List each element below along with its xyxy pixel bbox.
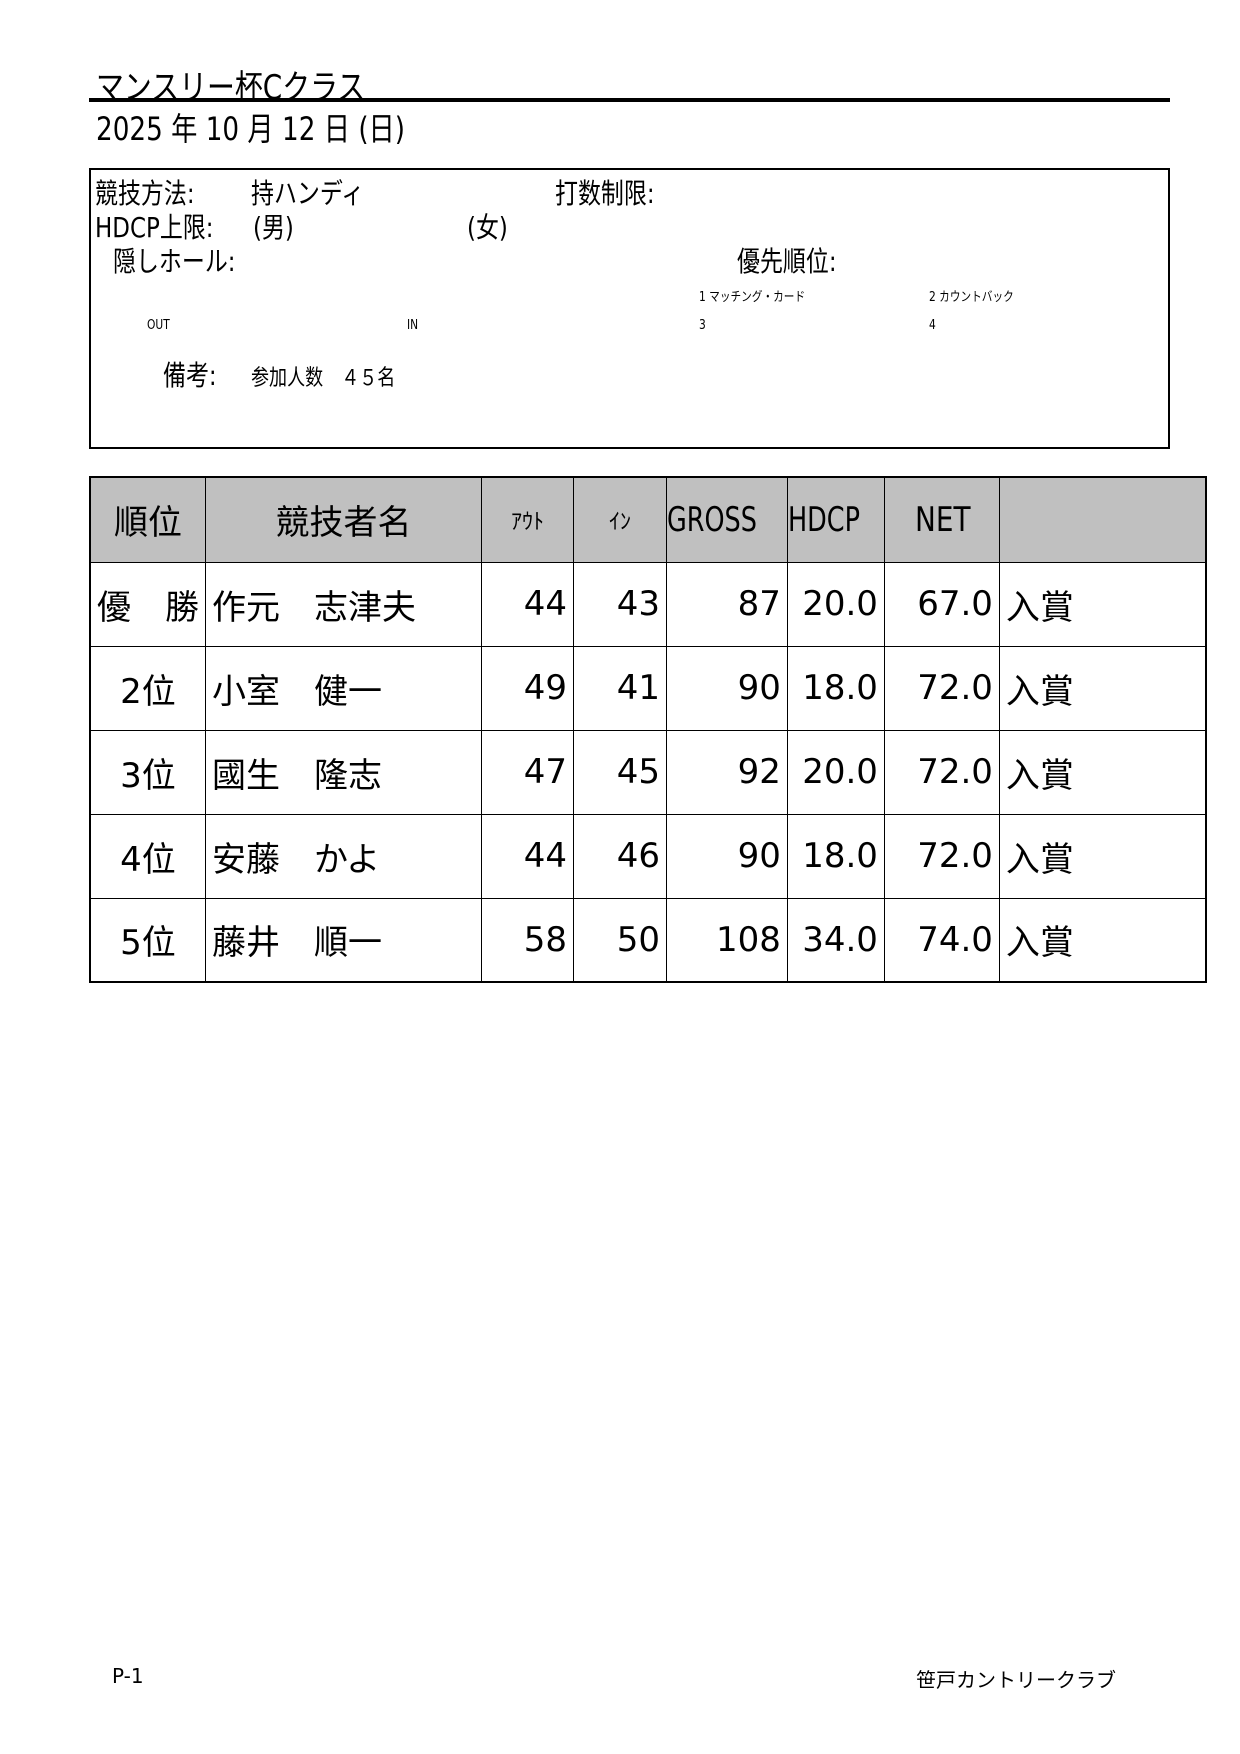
out-cell: 49: [481, 645, 574, 731]
event-date: 2025 年 10 月 12 日 (日): [96, 110, 406, 148]
net-cell: 67.0: [883, 561, 1000, 647]
priority-4: 4: [929, 318, 936, 333]
name-cell: 國生 隆志: [205, 729, 482, 815]
hdcp-label: HDCP上限:: [95, 211, 214, 244]
remarks-label: 備考:: [163, 359, 217, 392]
table-row: 優 勝作元 志津夫 44 43 87 20.0 67.0 入賞: [89, 561, 1207, 647]
net-cell: 74.0: [883, 897, 1000, 983]
hdcp-cell: 18.0: [786, 813, 885, 899]
in-cell: 41: [573, 645, 667, 731]
method-label: 競技方法:: [95, 177, 195, 210]
header-note: [998, 476, 1207, 563]
net-cell: 72.0: [883, 645, 1000, 731]
in-cell: 43: [573, 561, 667, 647]
hdcp-male: (男): [253, 211, 294, 244]
rank-cell: 3位: [89, 729, 206, 815]
header-out: ｱｳﾄ: [481, 476, 574, 563]
priority-2: 2 カウントバック: [929, 290, 1014, 305]
name-cell: 藤井 順一: [205, 897, 482, 983]
hdcp-cell: 34.0: [786, 897, 885, 983]
in-cell: 50: [573, 897, 667, 983]
header-hdcp: HDCP: [786, 476, 885, 563]
hidden-holes-label: 隠しホール:: [113, 245, 236, 278]
gross-cell: 87: [666, 561, 788, 647]
results-table: 順位 競技者名 ｱｳﾄ ｲﾝ GROSS HDCP NET 優 勝作元 志津夫 4…: [89, 476, 1208, 983]
out-label: OUT: [147, 318, 170, 333]
out-cell: 47: [481, 729, 574, 815]
table-row: 2位 小室 健一 49 41 90 18.0 72.0 入賞: [89, 645, 1207, 731]
table-row: 4位 安藤 かよ 44 46 90 18.0 72.0 入賞: [89, 813, 1207, 899]
net-cell: 72.0: [883, 813, 1000, 899]
name-cell: 安藤 かよ: [205, 813, 482, 899]
header-rank: 順位: [89, 476, 206, 563]
rank-cell: 優 勝: [89, 561, 206, 647]
rank-cell: 2位: [89, 645, 206, 731]
gross-cell: 92: [666, 729, 788, 815]
rank-cell: 4位: [89, 813, 206, 899]
note-cell: 入賞: [998, 813, 1207, 899]
note-cell: 入賞: [998, 645, 1207, 731]
gross-cell: 90: [666, 813, 788, 899]
in-cell: 46: [573, 813, 667, 899]
hdcp-cell: 20.0: [786, 729, 885, 815]
note-cell: 入賞: [998, 561, 1207, 647]
net-cell: 72.0: [883, 729, 1000, 815]
table-header-row: 順位 競技者名 ｱｳﾄ ｲﾝ GROSS HDCP NET: [89, 476, 1207, 563]
hdcp-cell: 18.0: [786, 645, 885, 731]
method-value: 持ハンディ: [251, 177, 365, 210]
table-row: 5位 藤井 順一 58 50 108 34.0 74.0 入賞: [89, 897, 1207, 983]
name-cell: 小室 健一: [205, 645, 482, 731]
rank-cell: 5位: [89, 897, 206, 983]
competition-info-box: 競技方法: 持ハンディ 打数制限: HDCP上限: (男) (女) 隠しホール:…: [89, 168, 1170, 449]
title-divider: [89, 98, 1170, 102]
priority-1: 1 マッチング・カード: [699, 290, 806, 305]
gross-cell: 108: [666, 897, 788, 983]
gross-cell: 90: [666, 645, 788, 731]
out-cell: 58: [481, 897, 574, 983]
out-cell: 44: [481, 813, 574, 899]
hdcp-cell: 20.0: [786, 561, 885, 647]
page-number: P-1: [112, 1664, 144, 1688]
priority-3: 3: [699, 318, 706, 333]
hdcp-female: (女): [467, 211, 508, 244]
header-name: 競技者名: [205, 476, 482, 563]
table-row: 3位 國生 隆志 47 45 92 20.0 72.0 入賞: [89, 729, 1207, 815]
name-cell: 作元 志津夫: [205, 561, 482, 647]
in-label: IN: [407, 318, 419, 333]
priority-label: 優先順位:: [737, 245, 837, 278]
note-cell: 入賞: [998, 897, 1207, 983]
header-in: ｲﾝ: [573, 476, 667, 563]
note-cell: 入賞: [998, 729, 1207, 815]
in-cell: 45: [573, 729, 667, 815]
header-net: NET: [883, 476, 1000, 563]
remarks-value: 参加人数 ４５名: [251, 366, 396, 391]
header-gross: GROSS: [666, 476, 788, 563]
club-name: 笹戸カントリークラブ: [916, 1668, 1116, 1692]
stroke-limit-label: 打数制限:: [555, 177, 655, 210]
out-cell: 44: [481, 561, 574, 647]
